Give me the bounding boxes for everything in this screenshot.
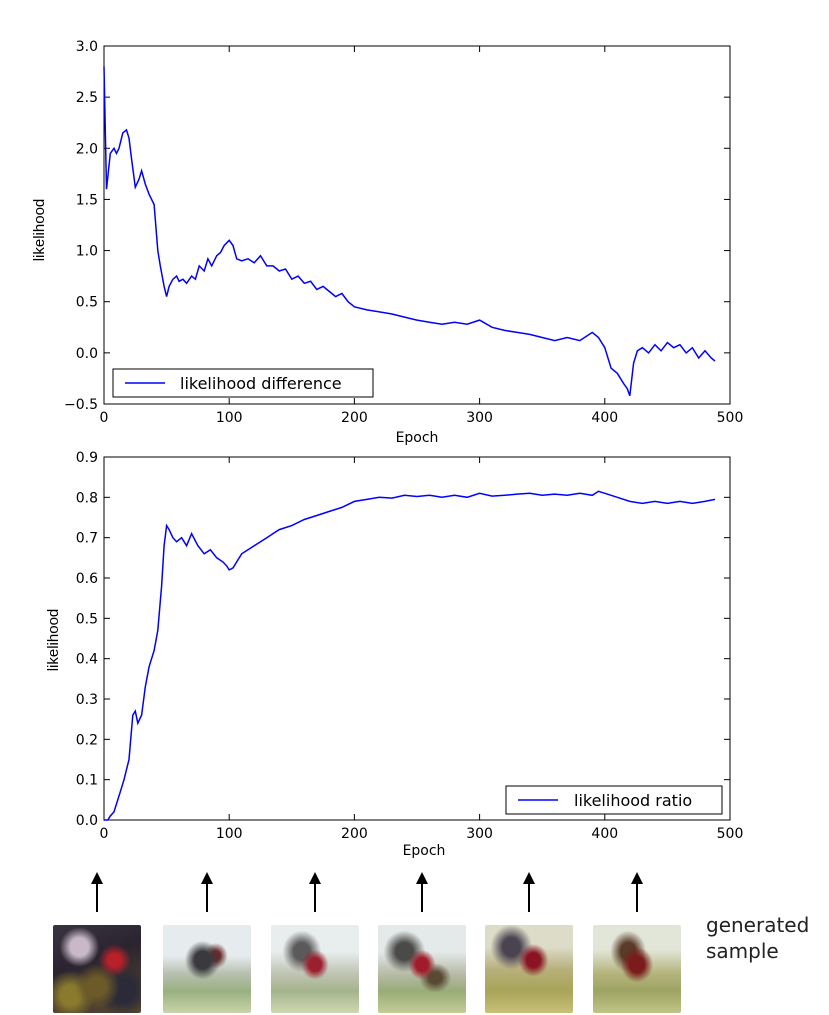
legend-2: likelihood ratio: [505, 785, 723, 815]
y-tick-label: 0.4: [76, 652, 98, 668]
sample-epoch-0: [52, 870, 142, 1015]
up-arrow-icon: [631, 872, 643, 912]
x-tick-label: 400: [591, 826, 618, 842]
legend-label-likelihood-ratio: likelihood ratio: [574, 791, 692, 810]
y-tick-label: 2.5: [76, 90, 98, 106]
plot-area-1: [103, 45, 731, 405]
sample-image: [163, 925, 251, 1013]
sample-epoch-240: [377, 870, 467, 1015]
sample-epoch-330: [484, 870, 574, 1015]
x-tick-label: 200: [341, 826, 368, 842]
generated-samples-strip: [0, 870, 829, 1015]
y-tick-label: 1.5: [76, 192, 98, 208]
sample-epoch-420: [592, 870, 682, 1015]
x-axis-label-2: Epoch: [403, 843, 446, 859]
y-tick-label: 0.0: [76, 346, 98, 362]
x-tick-label: 200: [341, 410, 368, 426]
up-arrow-icon: [201, 872, 213, 912]
y-axis-label-1: likelihood: [31, 199, 48, 262]
y-tick-label: −0.5: [64, 397, 98, 413]
y-tick-label: 0.5: [76, 611, 98, 627]
caption-line-2: sample: [706, 939, 779, 963]
x-tick-label: 100: [216, 826, 243, 842]
series-line-likelihood-ratio: [104, 490, 716, 821]
sample-image: [271, 925, 359, 1013]
up-arrow-icon: [416, 872, 428, 912]
y-tick-label: 0.7: [76, 531, 98, 547]
x-tick-label: 0: [100, 826, 109, 842]
sample-epoch-160: [270, 870, 360, 1015]
up-arrow-icon: [91, 872, 103, 912]
sample-image: [53, 925, 141, 1013]
x-tick-label: 500: [717, 410, 744, 426]
y-tick-label: 0.6: [76, 571, 98, 587]
y-tick-label: 0.9: [76, 450, 98, 466]
y-tick-label: 0.2: [76, 732, 98, 748]
legend-1: likelihood difference: [112, 368, 374, 398]
caption-line-1: generated: [706, 913, 810, 937]
y-tick-label: 3.0: [76, 39, 98, 55]
sample-image: [593, 925, 681, 1013]
y-tick-label: 1.0: [76, 244, 98, 260]
y-tick-label: 0.5: [76, 295, 98, 311]
x-tick-label: 500: [717, 826, 744, 842]
chart-likelihood-difference: −0.5 0.0 0.5 1.0 1.5 2.0 2.5 3.0 0 100 200 300 400 5…: [31, 39, 743, 446]
y-tick-label: 0.8: [76, 490, 98, 506]
x-tick-label: 400: [591, 410, 618, 426]
y-tick-label: 0.0: [76, 813, 98, 829]
y-tick-label: 0.3: [76, 692, 98, 708]
series-line-likelihood-difference: [103, 66, 716, 397]
x-tick-label: 300: [466, 410, 493, 426]
samples-caption: generated sample: [706, 912, 826, 964]
sample-image: [485, 925, 573, 1013]
sample-image: [378, 925, 466, 1013]
chart-likelihood-ratio: 0.0 0.1 0.2 0.3 0.4 0.5 0.6 0.7 0.8 0.9 0 100 200 30…: [45, 450, 743, 859]
legend-label-likelihood-difference: likelihood difference: [180, 374, 342, 393]
y-axis-label-2: likelihood: [45, 609, 62, 672]
x-tick-label: 300: [466, 826, 493, 842]
y-tick-label: 0.1: [76, 773, 98, 789]
sample-epoch-80: [162, 870, 252, 1015]
y-tick-label: 2.0: [76, 141, 98, 157]
x-axis-label-1: Epoch: [396, 430, 439, 446]
x-tick-label: 100: [216, 410, 243, 426]
x-tick-label: 0: [100, 410, 109, 426]
plot-area-2: [103, 456, 731, 821]
up-arrow-icon: [523, 872, 535, 912]
chart-figure: −0.5 0.0 0.5 1.0 1.5 2.0 2.5 3.0 0 100 200 300 400 5…: [31, 39, 743, 859]
up-arrow-icon: [309, 872, 321, 912]
